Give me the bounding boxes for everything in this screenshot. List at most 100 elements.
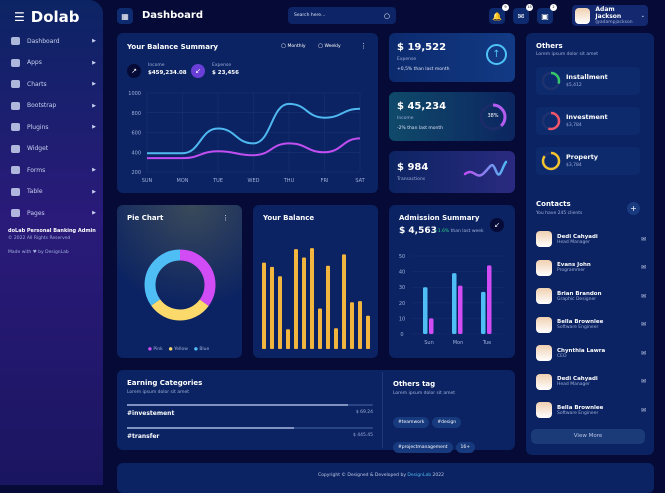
- others-item[interactable]: Investment $3,784: [536, 107, 640, 135]
- y-tick-label: 20: [399, 301, 405, 307]
- admission-note: than last week: [450, 229, 484, 234]
- y-tick-label: 800: [131, 111, 141, 117]
- bell-button[interactable]: 🔔 9: [489, 4, 509, 24]
- stat-label: Transactions: [397, 177, 426, 182]
- avatar: [536, 345, 552, 361]
- tag-chip[interactable]: 16+: [455, 442, 476, 453]
- balance-bar: [262, 262, 266, 349]
- sidebar-item-charts[interactable]: Charts ▶: [8, 76, 96, 92]
- arrow-up-circle-icon: ↑: [486, 44, 507, 65]
- contact-row[interactable]: Dedi Cahyadi Head Manager ✉: [536, 372, 646, 392]
- message-icon[interactable]: ✉: [640, 292, 646, 300]
- tag-chip[interactable]: #projectmanagement: [393, 442, 453, 453]
- admission-bar-chart: 0 10 20 30 40 50 Sun Mon Tue: [399, 254, 504, 346]
- stat-value: $ 45,234: [397, 101, 447, 112]
- legend-blue: ● Blue: [193, 347, 210, 352]
- sidebar-item-table[interactable]: Table ▶: [8, 184, 96, 200]
- pie-slice-blue: [144, 249, 216, 321]
- admission-bar: [487, 265, 492, 334]
- made-with: Made with: [8, 250, 32, 255]
- balance-bar: [286, 329, 290, 349]
- earning-row: #investement $ 69.24: [127, 404, 373, 417]
- plugins-icon: [11, 123, 20, 131]
- logo[interactable]: ☰ Dolab: [14, 8, 80, 26]
- others-item[interactable]: Property $3,784: [536, 147, 640, 175]
- tag-chip[interactable]: #design: [432, 417, 462, 428]
- x-tick-label: Mon: [453, 340, 464, 346]
- balance-bar: [350, 302, 354, 349]
- more-icon[interactable]: ⋮: [360, 42, 367, 50]
- expense-label: Expense: [212, 63, 232, 68]
- others-item[interactable]: Installment $5,412: [536, 67, 640, 95]
- table-icon: [11, 187, 20, 196]
- admission-bar: [429, 318, 434, 334]
- radio-monthly[interactable]: ◯ Monthly: [281, 44, 306, 49]
- message-icon[interactable]: ✉: [640, 264, 646, 271]
- balance-bar: [318, 308, 322, 349]
- y-tick-label: 10: [399, 316, 405, 322]
- message-icon[interactable]: ✉: [640, 378, 646, 385]
- search-input[interactable]: Search here... ○: [288, 7, 396, 24]
- view-more-button[interactable]: View More: [531, 429, 645, 444]
- mail-button[interactable]: ✉ 15: [513, 4, 533, 24]
- y-tick-label: 400: [131, 150, 141, 156]
- stat-value: $ 984: [397, 162, 429, 173]
- dashboard-grid-icon[interactable]: ▦: [117, 8, 133, 24]
- contact-row[interactable]: Chynthia Lawra CEO ✉: [536, 343, 646, 363]
- sidebar-item-forms[interactable]: Forms ▶: [8, 162, 96, 178]
- contact-row[interactable]: Dedi Cahyadi Head Manager ✉: [536, 229, 646, 249]
- stat-note: +0,5% than last month: [397, 67, 450, 72]
- footer-text: Copyright © Designed & Developed by: [318, 473, 406, 478]
- sidebar-item-apps[interactable]: Apps ▶: [8, 55, 96, 71]
- arrow-down-left-icon[interactable]: ↙: [490, 218, 504, 232]
- forms-icon: [11, 166, 20, 174]
- avatar: [536, 402, 552, 418]
- avatar: [575, 7, 591, 24]
- admission-value: $ 4,563: [399, 226, 437, 236]
- sidebar-item-widget[interactable]: Widget: [8, 141, 96, 157]
- income-value: $459,234.08: [148, 70, 187, 76]
- balance-bar: [358, 301, 362, 349]
- radio-weekly[interactable]: ◯ Weekly: [318, 44, 341, 49]
- contact-row[interactable]: Evans John Programmer ✉: [536, 258, 646, 278]
- calendar-icon: ▣: [541, 11, 549, 21]
- avatar: [536, 259, 552, 276]
- sidebar-item-dashboard[interactable]: Dashboard ▶: [8, 33, 96, 49]
- user-name: Adam Jackson: [595, 6, 622, 20]
- contact-row[interactable]: Brian Brandon Graphic Designer ✉: [536, 286, 646, 306]
- message-icon[interactable]: ✉: [640, 349, 646, 357]
- search-icon[interactable]: ○: [383, 11, 390, 20]
- more-icon[interactable]: ⋮: [222, 214, 229, 222]
- balance-bar: [342, 254, 346, 349]
- balance-line-chart: 200 400 600 800 1000 SUN MON TUE WED THU FRI SAT: [128, 91, 365, 184]
- contact-row[interactable]: Bella Brownlee Software Engineer ✉: [536, 315, 646, 335]
- earning-subtitle: Lorem ipsum dolor sit amet: [127, 390, 189, 395]
- balance-bar: [366, 315, 370, 349]
- others-title: Others: [536, 42, 563, 50]
- y-tick-label: 40: [399, 270, 405, 276]
- balance-bar: [294, 249, 298, 349]
- message-icon[interactable]: ✉: [640, 235, 646, 243]
- contact-row[interactable]: Bella Brownlee Software Engineer ✉: [536, 400, 646, 420]
- y-tick-label: 200: [131, 170, 141, 176]
- add-contact-button[interactable]: +: [627, 202, 640, 215]
- calendar-button[interactable]: ▣ 2: [537, 4, 557, 24]
- chevron-right-icon: ▶: [92, 102, 96, 109]
- sidebar-item-plugins[interactable]: Plugins ▶: [8, 119, 96, 135]
- sidebar-item-bootstrap[interactable]: Bootstrap ▶: [8, 98, 96, 114]
- tag-chip[interactable]: #teamwork: [393, 417, 430, 428]
- user-menu[interactable]: Adam Jackson @adampjackson ⌄: [572, 5, 648, 26]
- message-icon[interactable]: ✉: [640, 321, 646, 328]
- sidebar-item-pages[interactable]: Pages ▶: [8, 205, 96, 221]
- chevron-down-icon: ⌄: [640, 12, 645, 19]
- footer-brand-link[interactable]: DesignLab: [407, 473, 432, 478]
- stat-note: -2% than last month: [397, 126, 444, 131]
- chevron-right-icon: ▶: [92, 81, 96, 87]
- chevron-right-icon: ▶: [92, 124, 96, 130]
- stat-card-income: [389, 92, 515, 141]
- footer: [117, 463, 654, 493]
- message-icon[interactable]: ✉: [640, 406, 646, 414]
- progress-fill: [127, 404, 349, 406]
- y-tick-label: 1000: [128, 91, 141, 97]
- pie-legend: ● Pink ● Yellow ● Blue: [148, 347, 209, 352]
